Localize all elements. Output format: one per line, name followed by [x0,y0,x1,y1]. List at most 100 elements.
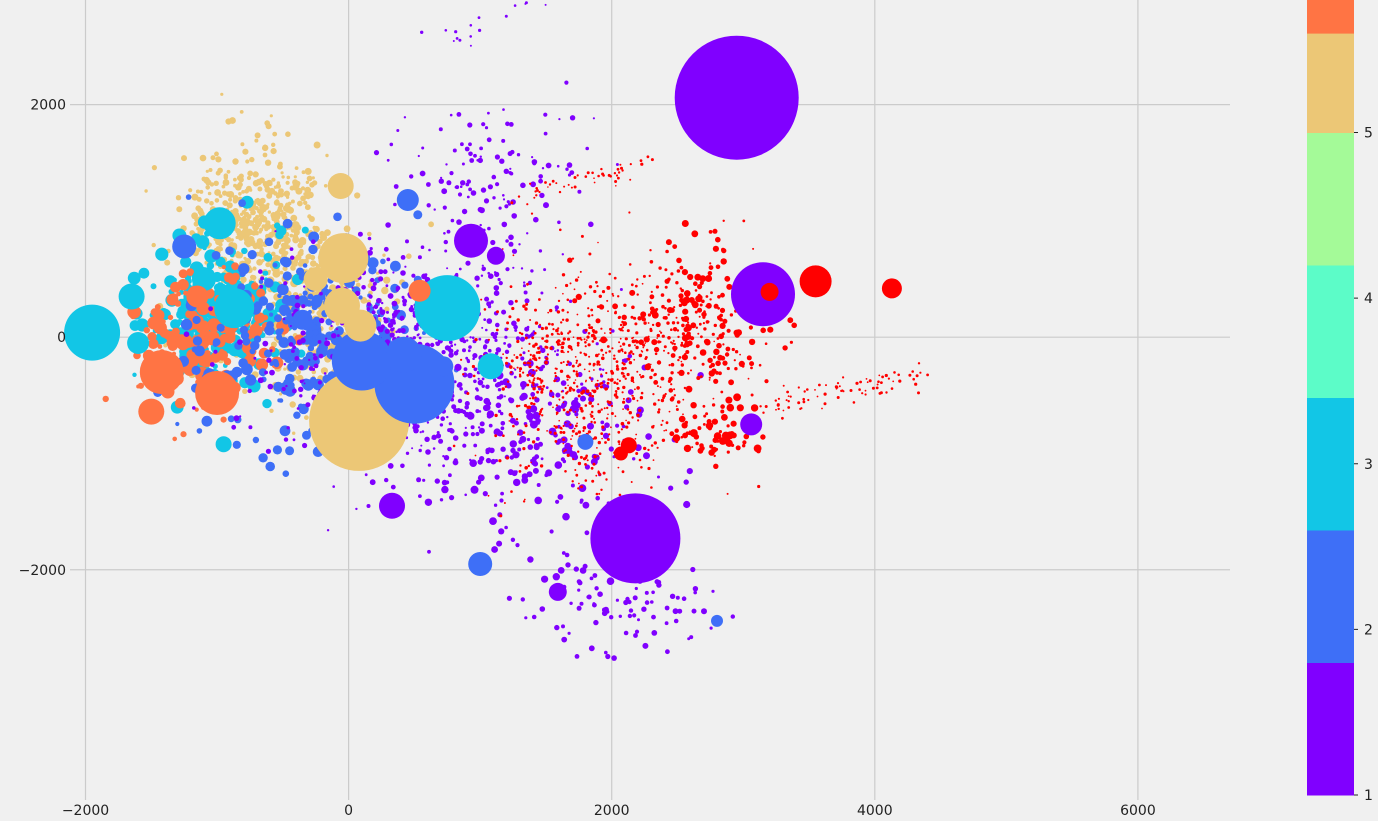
scatter-point [296,339,303,346]
scatter-point [617,295,620,298]
scatter-point [209,362,215,367]
scatter-point [289,401,296,408]
scatter-point [858,388,861,391]
scatter-point [509,455,514,460]
scatter-point [572,381,576,385]
scatter-point [561,253,564,256]
scatter-point [235,251,242,259]
scatter-point [207,191,212,196]
scatter-point [721,247,725,252]
scatter-point [629,163,632,166]
scatter-point [430,342,435,348]
scatter-point [720,404,725,409]
scatter-point [713,454,716,458]
scatter-point [210,155,216,161]
scatter-point [669,397,675,402]
scatter-point [232,195,239,201]
scatter-point [682,398,685,401]
scatter-point [566,453,570,457]
scatter-point [464,146,470,152]
scatter-point [602,353,605,356]
scatter-point [665,429,668,432]
scatter-point [730,420,737,427]
scatter-point [584,479,588,482]
scatter-point [715,360,721,367]
scatter-point [575,359,579,362]
scatter-point [618,341,621,344]
scatter-point [569,115,576,121]
scatter-point [515,336,521,341]
scatter-point [640,311,647,318]
scatter-point [227,415,235,423]
scatter-point [588,393,592,397]
scatter-point [535,194,538,197]
scatter-point [565,562,571,568]
scatter-point [656,337,658,339]
scatter-point [697,332,700,335]
scatter-point [259,204,267,212]
scatter-point [444,29,448,32]
scatter-point [682,308,689,315]
scatter-point [298,386,304,392]
scatter-point [606,400,610,403]
scatter-point [610,371,615,375]
scatter-point [508,234,514,241]
scatter-point [722,360,728,366]
scatter-point [725,396,733,404]
scatter-point [806,388,809,391]
scatter-point [560,332,564,335]
scatter-point [650,290,653,293]
scatter-point [225,118,232,125]
scatter-point [562,512,570,521]
scatter-point [258,296,269,306]
scatter-point [491,174,497,180]
scatter-point [196,196,202,202]
scatter-point [510,359,514,363]
scatter-point [614,180,618,183]
scatter-point [248,425,253,430]
scatter-point [665,421,669,425]
scatter-point [404,265,407,268]
scatter-point [622,323,626,327]
scatter-point [764,405,768,408]
scatter-point [556,310,561,314]
scatter-point [595,495,600,501]
scatter-point [441,485,449,494]
scatter-point [522,304,526,308]
scatter-point [893,371,896,374]
scatter-point [602,427,604,429]
scatter-point [651,630,658,636]
scatter-point [566,390,569,394]
scatter-point [308,216,315,222]
scatter-point [567,183,570,186]
scatter-point [660,376,665,381]
scatter-point [762,411,765,414]
scatter-point [652,393,655,396]
scatter-point [583,368,586,371]
scatter-point [593,417,595,420]
scatter-point [256,288,266,298]
scatter-point [664,307,667,310]
scatter-point [547,401,553,406]
scatter-point [551,179,555,183]
scatter-point [205,169,209,173]
scatter-point [265,461,276,472]
scatter-point [606,381,610,385]
scatter-point [532,369,535,372]
scatter-point [499,498,504,503]
scatter-point [764,379,769,384]
scatter-point [617,430,621,434]
scatter-point [709,262,712,265]
scatter-point [493,428,501,436]
scatter-point [497,388,502,392]
scatter-point [649,327,653,331]
scatter-point [645,348,649,352]
scatter-point [384,317,388,322]
scatter-point [526,232,529,235]
scatter-point [300,330,306,336]
bubble-point [613,446,628,461]
scatter-point [438,127,443,132]
scatter-point [194,345,205,357]
scatter-point [562,337,566,341]
